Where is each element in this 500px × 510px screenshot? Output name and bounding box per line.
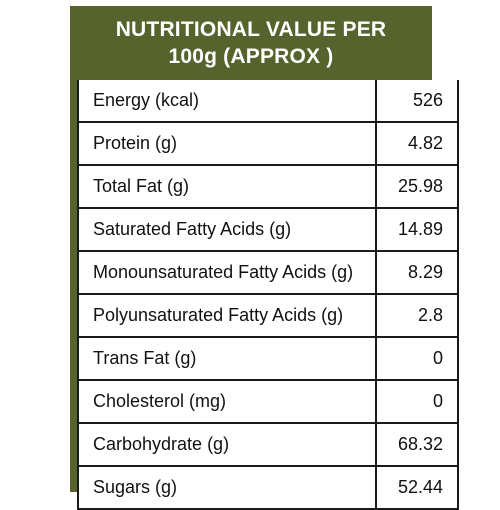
header-title-line2: 100g (APPROX ) — [168, 45, 334, 68]
header-title-line1: NUTRITIONAL VALUE PER — [115, 18, 387, 41]
nutrition-panel: NUTRITIONAL VALUE PER 100g (APPROX ) Ene… — [70, 6, 459, 510]
table-row: Total Fat (g) 25.98 — [77, 164, 459, 209]
table-row: Trans Fat (g) 0 — [77, 336, 459, 381]
nutrient-value: 4.82 — [375, 121, 459, 166]
nutrient-value: 2.8 — [375, 293, 459, 338]
nutrient-value: 68.32 — [375, 422, 459, 467]
nutrient-label: Energy (kcal) — [77, 80, 377, 123]
table-row: Monounsaturated Fatty Acids (g) 8.29 — [77, 250, 459, 295]
nutrient-label: Polyunsaturated Fatty Acids (g) — [77, 293, 377, 338]
nutrient-label: Total Fat (g) — [77, 164, 377, 209]
table-row: Sugars (g) 52.44 — [77, 465, 459, 510]
nutrient-label: Sugars (g) — [77, 465, 377, 510]
nutrient-value: 0 — [375, 336, 459, 381]
table-row: Cholesterol (mg) 0 — [77, 379, 459, 424]
nutrient-value: 0 — [375, 379, 459, 424]
nutrient-value: 52.44 — [375, 465, 459, 510]
nutrition-header: NUTRITIONAL VALUE PER 100g (APPROX ) — [70, 6, 432, 80]
nutrient-label: Cholesterol (mg) — [77, 379, 377, 424]
nutrient-label: Monounsaturated Fatty Acids (g) — [77, 250, 377, 295]
nutrient-value: 25.98 — [375, 164, 459, 209]
table-row: Protein (g) 4.82 — [77, 121, 459, 166]
nutrient-value: 526 — [375, 80, 459, 123]
table-row: Energy (kcal) 526 — [77, 80, 459, 123]
nutrient-label: Trans Fat (g) — [77, 336, 377, 381]
table-row: Carbohydrate (g) 68.32 — [77, 422, 459, 467]
nutrient-label: Saturated Fatty Acids (g) — [77, 207, 377, 252]
nutrition-table: Energy (kcal) 526 Protein (g) 4.82 Total… — [77, 80, 459, 510]
nutrient-value: 14.89 — [375, 207, 459, 252]
table-row: Polyunsaturated Fatty Acids (g) 2.8 — [77, 293, 459, 338]
nutrient-label: Carbohydrate (g) — [77, 422, 377, 467]
table-row: Saturated Fatty Acids (g) 14.89 — [77, 207, 459, 252]
nutrient-value: 8.29 — [375, 250, 459, 295]
nutrient-label: Protein (g) — [77, 121, 377, 166]
